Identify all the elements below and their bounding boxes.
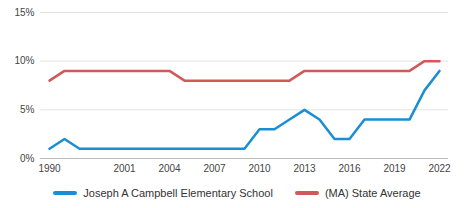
html-text:(MA) State Average: (MA) State Average [324,187,421,199]
svg-text:2004: 2004 [158,163,181,174]
html-text:Joseph A Campbell Elementary S: Joseph A Campbell Elementary School [83,187,273,199]
svg-text:15%: 15% [14,7,34,18]
svg-text:10%: 10% [14,55,34,66]
svg-text:2022: 2022 [428,163,451,174]
svg-text:5%: 5% [20,104,35,115]
svg-text:2013: 2013 [293,163,316,174]
svg-text:2019: 2019 [383,163,406,174]
svg-text:2010: 2010 [248,163,271,174]
svg-text:2016: 2016 [338,163,361,174]
svg-text:2001: 2001 [113,163,136,174]
svg-text:1990: 1990 [38,163,61,174]
svg-text:2007: 2007 [203,163,226,174]
svg-text:0%: 0% [20,153,35,164]
